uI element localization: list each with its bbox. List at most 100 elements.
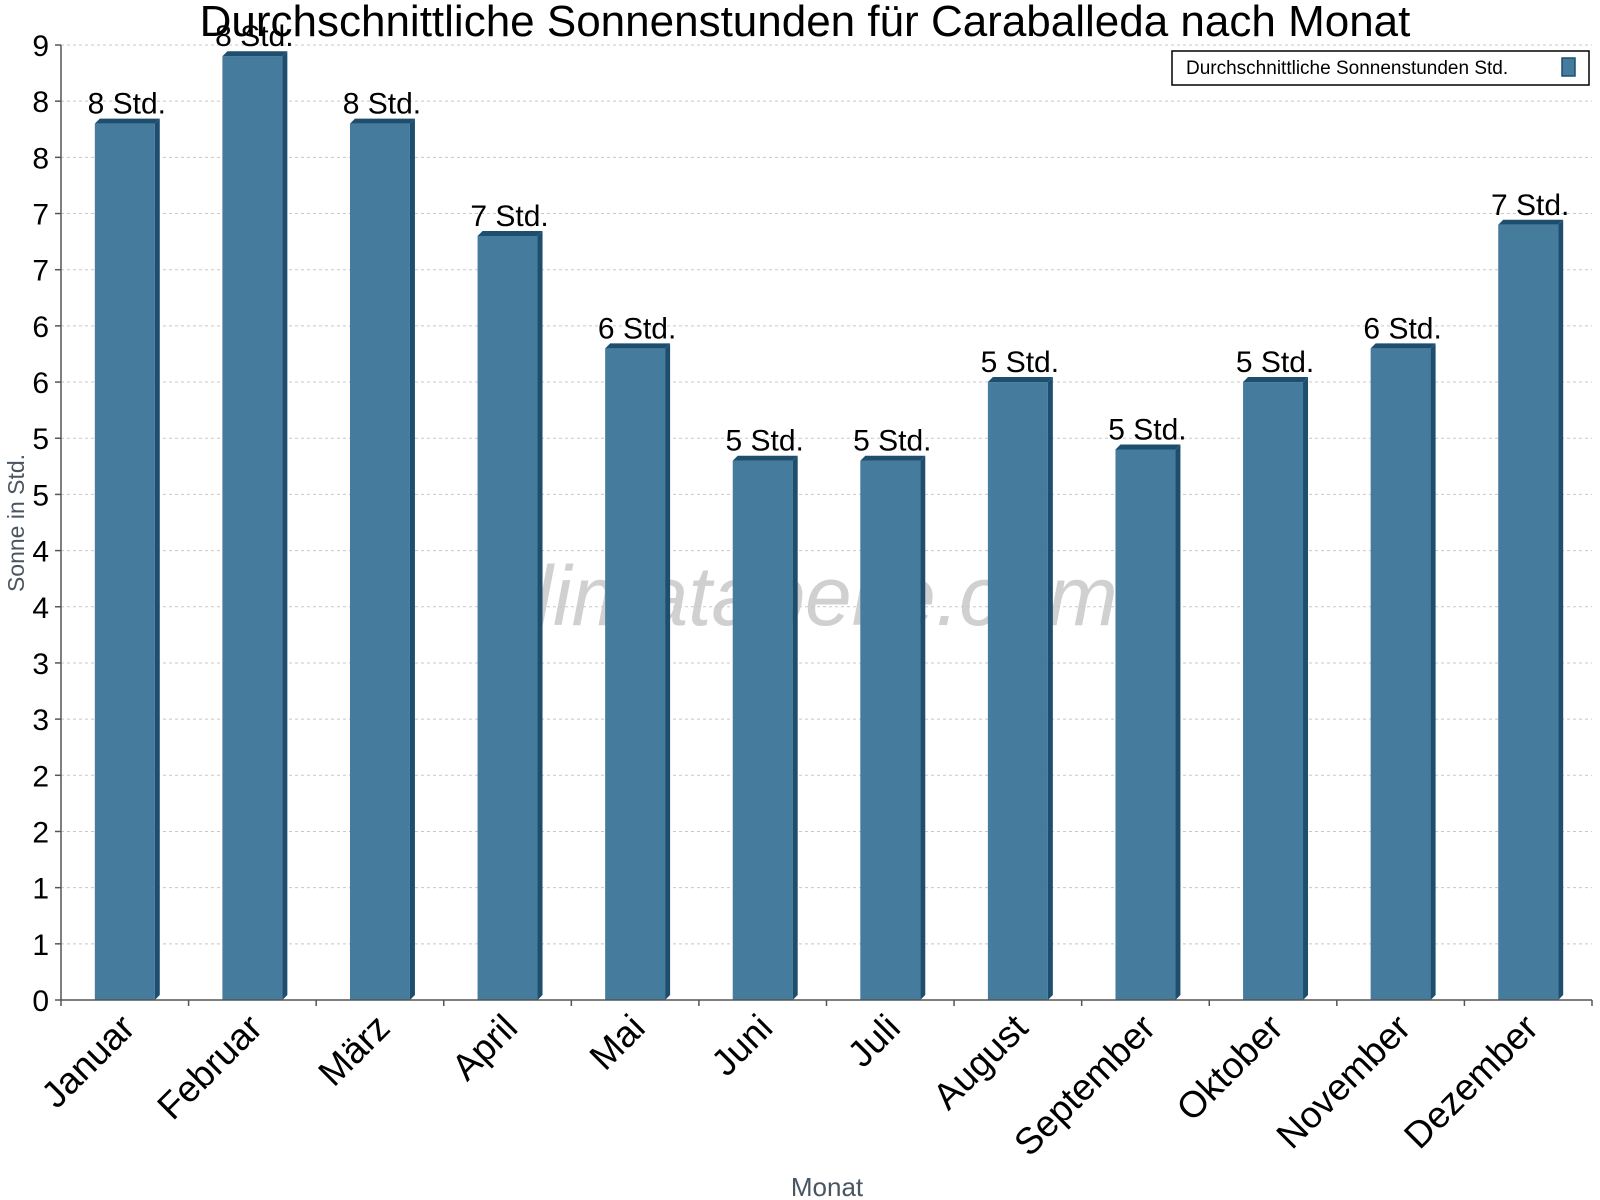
y-tick-label: 5 — [32, 423, 49, 456]
bar-top — [1115, 444, 1181, 450]
bar-face — [1498, 224, 1559, 1000]
data-label: 8 Std. — [343, 88, 421, 121]
bar-top — [222, 51, 288, 57]
y-tick-label: 2 — [32, 760, 49, 793]
y-tick-label: 9 — [32, 30, 49, 63]
bars — [94, 51, 1564, 1001]
data-label: 5 Std. — [1236, 346, 1314, 379]
legend: Durchschnittliche Sonnenstunden Std. — [1171, 50, 1590, 86]
x-tick-label: Dezember — [1396, 1007, 1546, 1157]
bar-top — [860, 455, 926, 461]
bar-face — [1243, 382, 1304, 1000]
bar-side — [409, 118, 415, 1001]
bar — [1498, 219, 1564, 1000]
bar-side — [537, 231, 543, 1000]
bar-face — [860, 460, 921, 1000]
y-tick-label: 4 — [32, 592, 49, 625]
data-label: 8 Std. — [215, 20, 293, 53]
y-tick-label: 5 — [32, 479, 49, 512]
y-tick-label: 1 — [32, 873, 49, 906]
y-tick-label: 1 — [32, 929, 49, 962]
bar-top — [987, 377, 1053, 383]
bar — [477, 231, 543, 1000]
x-tick-label: November — [1269, 1007, 1419, 1157]
data-label: 5 Std. — [1108, 413, 1186, 446]
bar-face — [222, 56, 283, 1001]
y-tick-label: 8 — [32, 142, 49, 175]
data-labels: 8 Std. 8 Std. 8 Std. 7 Std. 6 Std. 5 Std. 5 St… — [88, 20, 1570, 457]
y-tick-label: 6 — [32, 311, 49, 344]
bar-face — [987, 382, 1048, 1000]
bar — [987, 377, 1053, 1000]
bar — [860, 455, 926, 1000]
y-tick-label: 7 — [32, 199, 49, 232]
bar-side — [1303, 377, 1309, 1000]
data-label: 6 Std. — [598, 312, 676, 345]
bar — [94, 118, 160, 1001]
bar-side — [665, 343, 671, 1001]
bar — [1243, 377, 1309, 1000]
bar — [1370, 343, 1436, 1001]
bar-face — [94, 123, 155, 1001]
bar-face — [349, 123, 410, 1001]
y-tick-label: 0 — [32, 985, 49, 1018]
x-axis-title: Monat — [791, 1172, 864, 1200]
y-tick-label: 7 — [32, 255, 49, 288]
y-tick-label: 3 — [32, 648, 49, 681]
bar-top — [94, 118, 160, 124]
bar-face — [1115, 449, 1176, 1000]
data-label: 7 Std. — [1491, 189, 1569, 222]
bar-side — [1175, 444, 1181, 1000]
bar-top — [349, 118, 415, 124]
bar-side — [792, 455, 798, 1000]
bar-face — [732, 460, 793, 1000]
y-tick-label: 2 — [32, 816, 49, 849]
grid-lines — [61, 44, 1592, 945]
bar-top — [1498, 219, 1564, 225]
bar-face — [605, 348, 666, 1001]
legend-label: Durchschnittliche Sonnenstunden Std. — [1186, 58, 1508, 79]
bar — [222, 51, 288, 1001]
y-tick-label: 6 — [32, 367, 49, 400]
y-tick-label: 3 — [32, 704, 49, 737]
x-tick-label: Oktober — [1169, 1007, 1291, 1129]
y-tick-label: 8 — [32, 86, 49, 119]
bar — [605, 343, 671, 1001]
x-tick-label: Juli — [840, 1007, 908, 1075]
bar-face — [1370, 348, 1431, 1001]
bar-top — [477, 231, 543, 236]
x-tick-label: Juni — [703, 1007, 780, 1084]
y-axis-title: Sonne in Std. — [3, 454, 29, 592]
data-label: 8 Std. — [88, 88, 166, 121]
y-tick-label: 4 — [32, 536, 49, 569]
x-tick-label: Februar — [149, 1007, 270, 1128]
data-label: 5 Std. — [853, 425, 931, 458]
x-tick-label: April — [444, 1007, 525, 1088]
bar-side — [282, 51, 288, 1001]
x-tick-label: Mai — [582, 1007, 653, 1078]
x-tick-label: März — [310, 1007, 397, 1094]
bar — [1115, 444, 1181, 1000]
bar-top — [1243, 377, 1309, 383]
data-label: 6 Std. — [1363, 312, 1441, 345]
bar — [732, 455, 798, 1000]
legend-swatch — [1561, 57, 1576, 77]
bar-side — [1430, 343, 1436, 1001]
chart-title: Durchschnittliche Sonnenstunden für Cara… — [200, 0, 1411, 46]
bar-side — [1047, 377, 1053, 1000]
bar — [349, 118, 415, 1001]
bar-side — [154, 118, 160, 1001]
bar-top — [1370, 343, 1436, 349]
legend-box — [1171, 50, 1590, 86]
bar-face — [477, 236, 538, 1000]
data-label: 7 Std. — [470, 200, 548, 233]
bar-top — [605, 343, 671, 349]
bar-side — [920, 455, 926, 1000]
data-label: 5 Std. — [981, 346, 1059, 379]
bar-side — [1558, 219, 1564, 1000]
x-tick-label: August — [925, 1006, 1036, 1117]
x-tick-label: Januar — [33, 1007, 142, 1116]
data-label: 5 Std. — [726, 425, 804, 458]
bar-top — [732, 455, 798, 461]
